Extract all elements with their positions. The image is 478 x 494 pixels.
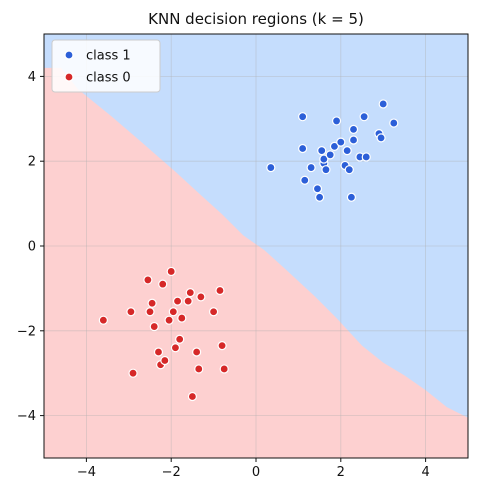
legend-label: class 0 xyxy=(86,71,131,86)
x-tick-label: −4 xyxy=(77,465,96,480)
point-class-0 xyxy=(98,315,108,325)
x-tick-label: 4 xyxy=(421,465,429,480)
point-class-1 xyxy=(317,146,327,156)
legend: class 1 class 0 xyxy=(51,39,161,93)
x-tick-label: −2 xyxy=(162,465,181,480)
point-class-1 xyxy=(348,135,359,145)
point-class-1 xyxy=(298,143,308,154)
point-class-0 xyxy=(145,307,155,317)
point-class-0 xyxy=(175,334,185,344)
point-class-1 xyxy=(306,162,316,173)
point-class-1 xyxy=(319,154,329,164)
point-class-1 xyxy=(321,165,331,175)
decision-regions xyxy=(44,34,468,459)
point-class-1 xyxy=(346,192,356,202)
point-class-0 xyxy=(149,321,159,332)
point-class-0 xyxy=(209,307,219,317)
point-class-1 xyxy=(329,141,340,151)
point-class-1 xyxy=(266,162,276,173)
point-class-0 xyxy=(153,347,164,357)
point-class-0 xyxy=(160,355,170,366)
point-class-0 xyxy=(187,391,197,402)
point-class-0 xyxy=(158,279,168,289)
chart-title: KNN decision regions (k = 5) xyxy=(148,10,364,28)
legend-box xyxy=(51,39,161,93)
point-class-1 xyxy=(378,99,388,109)
point-class-0 xyxy=(126,307,136,317)
x-tick-label: 0 xyxy=(252,465,260,480)
point-class-1 xyxy=(359,112,369,122)
point-class-1 xyxy=(298,112,308,122)
point-class-1 xyxy=(348,124,359,134)
point-class-0 xyxy=(143,275,153,285)
y-tick-label: 0 xyxy=(28,240,36,255)
point-class-1 xyxy=(344,165,354,175)
point-class-0 xyxy=(128,368,138,378)
point-class-0 xyxy=(196,292,206,302)
point-class-1 xyxy=(342,146,352,156)
legend-marker xyxy=(64,72,74,82)
y-tick-label: 4 xyxy=(28,70,36,85)
x-tick-label: 2 xyxy=(337,465,345,480)
point-class-1 xyxy=(325,150,335,160)
point-class-0 xyxy=(183,296,193,306)
point-class-0 xyxy=(192,347,202,357)
point-class-0 xyxy=(217,341,227,351)
point-class-0 xyxy=(170,343,181,353)
point-class-0 xyxy=(147,298,157,308)
y-tick-label: −4 xyxy=(17,409,36,424)
point-class-0 xyxy=(215,285,225,296)
point-class-1 xyxy=(331,116,342,126)
point-class-0 xyxy=(194,364,204,374)
point-class-0 xyxy=(219,364,229,374)
point-class-0 xyxy=(166,266,176,277)
data-points xyxy=(98,99,399,402)
y-tick-label: 2 xyxy=(28,155,36,170)
point-class-0 xyxy=(164,315,174,325)
axis-ticks: −4 −2 0 2 4 −4 −2 0 2 4 xyxy=(17,70,430,480)
point-class-1 xyxy=(315,192,325,202)
legend-label: class 1 xyxy=(86,49,131,64)
legend-marker xyxy=(64,50,74,60)
y-tick-label: −2 xyxy=(17,324,36,339)
point-class-0 xyxy=(168,307,178,317)
point-class-1 xyxy=(300,175,310,185)
point-class-0 xyxy=(177,313,187,323)
point-class-1 xyxy=(376,133,386,143)
point-class-1 xyxy=(312,184,323,194)
point-class-0 xyxy=(172,296,183,306)
point-class-1 xyxy=(389,118,399,128)
region-class-0 xyxy=(44,67,468,459)
point-class-1 xyxy=(336,137,346,147)
point-class-1 xyxy=(361,152,371,162)
point-class-0 xyxy=(185,288,195,298)
